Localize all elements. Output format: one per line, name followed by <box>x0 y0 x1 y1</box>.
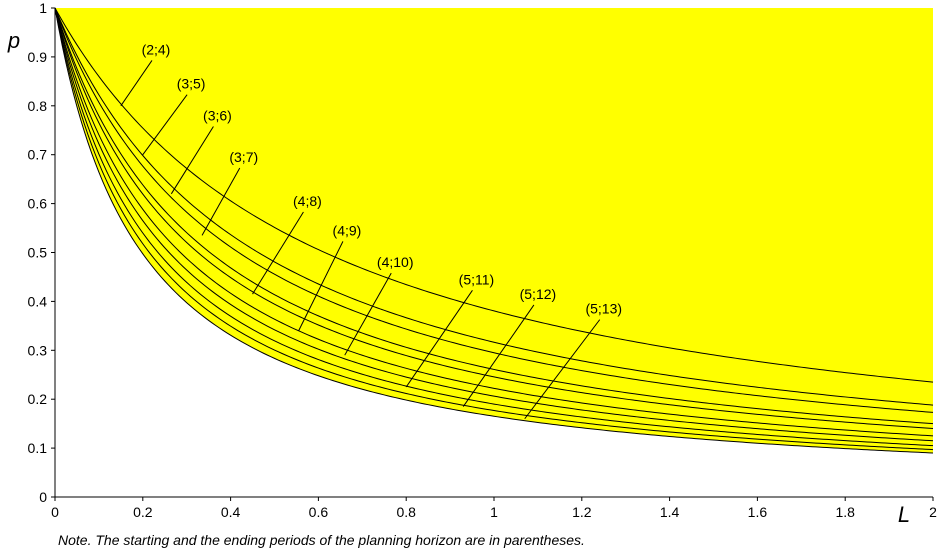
y-tick-label: 0.3 <box>28 342 48 358</box>
y-tick-label: 1 <box>39 0 47 16</box>
curve-6 <box>54 7 934 442</box>
curve-label-1: (3;5) <box>177 76 206 92</box>
x-tick-label: 1.2 <box>572 504 592 520</box>
curve-7 <box>54 7 934 447</box>
axes <box>51 7 934 501</box>
curve-9 <box>54 7 934 454</box>
x-tick-label: 1.4 <box>660 504 680 520</box>
y-tick-label: 0.6 <box>28 196 48 212</box>
y-tick-label: 0.4 <box>28 293 48 309</box>
leader-line-7 <box>405 290 473 388</box>
curve-label-4: (4;8) <box>293 193 322 209</box>
curve-label-9: (5;13) <box>585 301 622 317</box>
x-axis-title: L <box>898 502 910 527</box>
y-tick-label: 0.1 <box>28 440 48 456</box>
y-tick-label: 0.9 <box>28 49 48 65</box>
leader-line-2 <box>170 126 214 195</box>
curve-2 <box>54 7 934 413</box>
y-tick-label: 0.5 <box>28 245 48 261</box>
leader-line-0 <box>120 60 153 107</box>
chart-note: Note. The starting and the ending period… <box>58 532 585 548</box>
y-tick-label: 0.2 <box>28 391 48 407</box>
y-tick-label: 0.7 <box>28 147 48 163</box>
y-axis-title: p <box>7 28 20 53</box>
curve-0 <box>54 7 934 383</box>
curve-label-5: (4;9) <box>333 222 362 238</box>
yellow-fill-area <box>55 8 933 453</box>
y-tick-label: 0 <box>39 489 47 505</box>
curve-3 <box>54 7 934 425</box>
leader-line-3 <box>201 167 241 236</box>
curve-4 <box>54 7 934 430</box>
curve-8 <box>54 7 934 451</box>
x-tick-label: 2 <box>929 504 937 520</box>
curve-label-0: (2;4) <box>142 41 171 57</box>
y-tick-label: 0.8 <box>28 98 48 114</box>
leader-line-6 <box>344 272 392 356</box>
x-tick-label: 1.8 <box>835 504 855 520</box>
x-tick-label: 0.6 <box>309 504 329 520</box>
x-tick-label: 0.2 <box>133 504 153 520</box>
x-tick-label: 0.4 <box>221 504 241 520</box>
curve-1 <box>54 7 934 406</box>
curves <box>54 7 934 454</box>
leader-line-5 <box>298 241 344 331</box>
x-tick-label: 1.6 <box>748 504 768 520</box>
curve-label-8: (5;12) <box>520 286 557 302</box>
curve-label-6: (4;10) <box>377 254 414 270</box>
leader-line-4 <box>252 211 304 295</box>
leader-line-8 <box>462 304 535 407</box>
curve-label-2: (3;6) <box>203 107 232 123</box>
x-tick-label: 0.8 <box>396 504 416 520</box>
x-tick-label: 1 <box>490 504 498 520</box>
yellow-region <box>55 8 933 453</box>
x-tick-label: 0 <box>51 504 59 520</box>
leader-line-9 <box>524 319 601 420</box>
curve-labels: (2;4) (3;5) (3;6) (3;7) (4;8) (4;9) (4;10) (5;1… <box>120 41 622 420</box>
curve-label-3: (3;7) <box>229 149 258 165</box>
tick-labels: 0 0.2 0.4 0.6 0.8 1 1.2 1.4 1.6 1.8 2 0 0.1 0.2 0.3 0.4… <box>28 0 938 520</box>
leader-line-1 <box>142 94 188 155</box>
curve-label-7: (5;11) <box>459 271 495 287</box>
curve-5 <box>54 7 934 437</box>
